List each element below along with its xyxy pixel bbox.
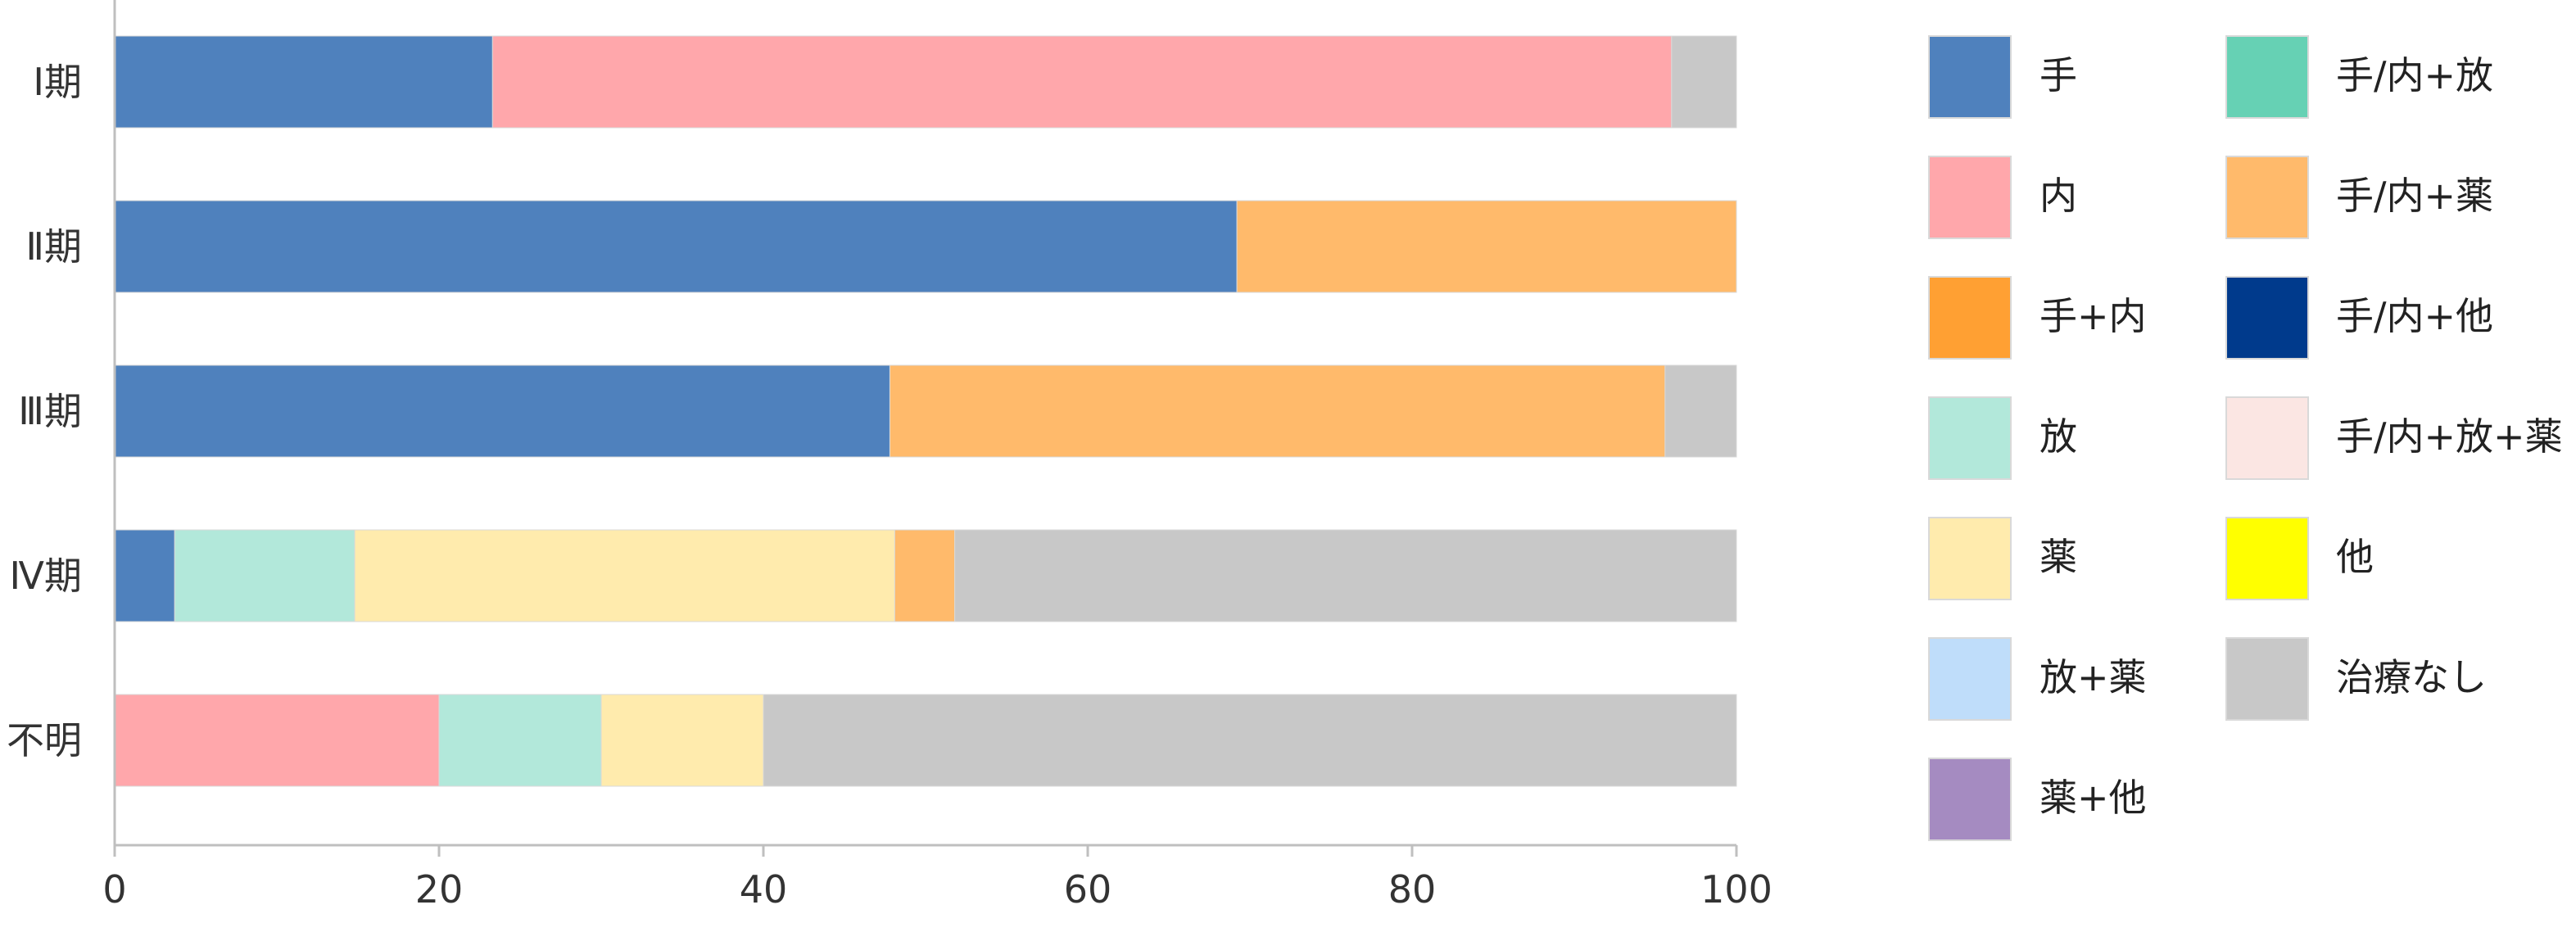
- legend-label: 手/内+放+薬: [2336, 414, 2563, 459]
- bar-segment: [1664, 364, 1737, 458]
- legend-swatch: [2225, 276, 2309, 360]
- bar-segment: [1671, 35, 1737, 129]
- bar-segment: [174, 529, 355, 622]
- legend-swatch: [1928, 517, 2012, 600]
- legend-swatch: [2225, 35, 2309, 119]
- category-label: Ⅳ期: [10, 554, 82, 598]
- legend-swatch: [1928, 276, 2012, 360]
- x-tick-label: 20: [415, 867, 464, 912]
- tick-labels: 0 20 40 60 80 100: [102, 867, 1772, 912]
- category-label: Ⅲ期: [18, 389, 82, 433]
- legend-label: 手: [2040, 53, 2077, 97]
- x-tick-label: 80: [1388, 867, 1437, 912]
- legend-label: 治療なし: [2336, 655, 2487, 699]
- legend-label: 手+内: [2040, 294, 2147, 338]
- category-label: Ⅱ期: [25, 224, 82, 269]
- legend-swatch: [1928, 396, 2012, 480]
- legend-swatch: [1928, 35, 2012, 119]
- bars-layer: [114, 35, 1737, 787]
- bar-segment: [894, 529, 956, 622]
- legend-label: 内: [2040, 174, 2077, 218]
- legend-label: 他: [2336, 535, 2374, 579]
- bar-segment: [354, 529, 895, 622]
- x-tick-label: 100: [1700, 867, 1772, 912]
- category-label: Ⅰ期: [33, 60, 82, 104]
- bar-segment: [114, 529, 175, 622]
- bar-segment: [600, 694, 764, 787]
- legend-label: 手/内+薬: [2336, 174, 2493, 218]
- legend-label: 手/内+他: [2336, 294, 2493, 338]
- axis-layer: [113, 0, 1738, 857]
- x-tick-label: 60: [1064, 867, 1112, 912]
- legend-swatch: [2225, 396, 2309, 480]
- legend-swatch: [2225, 156, 2309, 239]
- legend-swatch: [1928, 637, 2012, 721]
- bar-segment: [114, 694, 440, 787]
- legend-label: 放: [2040, 414, 2077, 459]
- bar-segment: [438, 694, 602, 787]
- bar-segment: [491, 35, 1673, 129]
- bar-segment: [114, 35, 493, 129]
- bar-segment: [114, 364, 890, 458]
- x-tick-label: 40: [740, 867, 788, 912]
- legend-swatch: [2225, 517, 2309, 600]
- legend-label: 手/内+放: [2336, 53, 2493, 97]
- legend-label: 放+薬: [2040, 655, 2147, 699]
- bar-segment: [889, 364, 1666, 458]
- legend-swatch: [1928, 156, 2012, 239]
- bar-segment: [114, 200, 1238, 293]
- bar-segment: [763, 694, 1737, 787]
- x-tick-label: 0: [102, 867, 126, 912]
- legend-label: 薬+他: [2040, 776, 2147, 820]
- bar-segment: [954, 529, 1737, 622]
- bar-segment: [1236, 200, 1737, 293]
- legend-swatch: [1928, 758, 2012, 841]
- category-label: 不明: [7, 718, 82, 762]
- legend-label: 薬: [2040, 535, 2077, 579]
- legend-swatch: [2225, 637, 2309, 721]
